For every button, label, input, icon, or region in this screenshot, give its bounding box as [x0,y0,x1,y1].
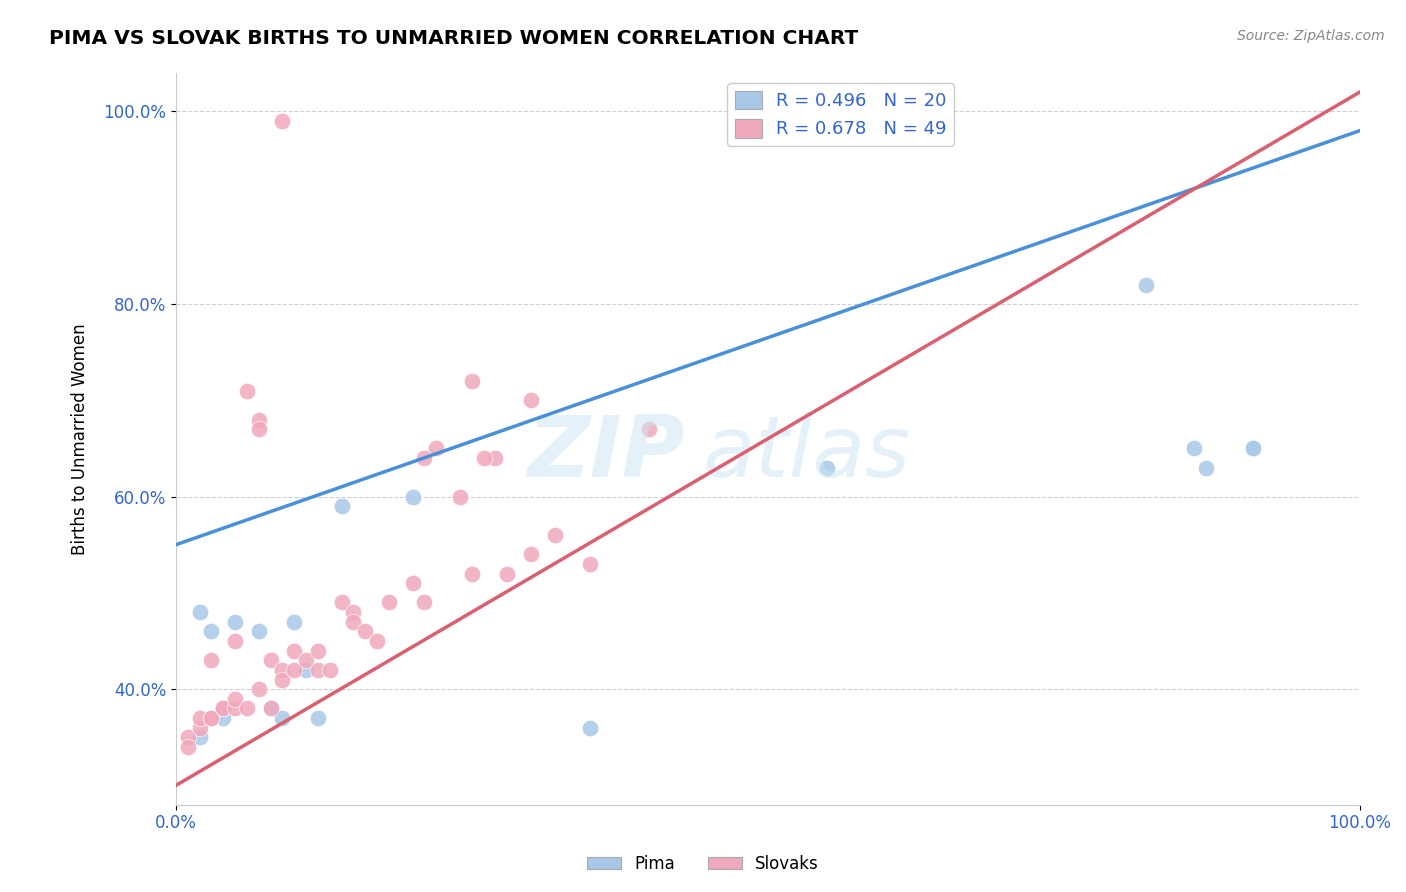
Legend: R = 0.496   N = 20, R = 0.678   N = 49: R = 0.496 N = 20, R = 0.678 N = 49 [727,84,953,145]
Point [247,624,270,639]
Point [461,374,484,388]
Point [224,615,246,629]
Point [1135,277,1157,292]
Point [200,653,222,667]
Point [579,721,602,735]
Point [247,422,270,436]
Point [425,442,447,456]
Point [413,595,436,609]
Point [330,595,353,609]
Point [271,114,294,128]
Point [1182,442,1205,456]
Point [520,547,543,561]
Point [307,643,329,657]
Point [200,711,222,725]
Point [212,711,235,725]
Point [247,412,270,426]
Text: PIMA VS SLOVAK BIRTHS TO UNMARRIED WOMEN CORRELATION CHART: PIMA VS SLOVAK BIRTHS TO UNMARRIED WOMEN… [49,29,859,47]
Point [520,393,543,408]
Point [224,691,246,706]
Point [224,634,246,648]
Point [259,701,281,715]
Point [271,711,294,725]
Point [472,451,495,466]
Point [496,566,519,581]
Point [259,701,281,715]
Point [319,663,342,677]
Point [638,422,661,436]
Point [176,739,198,754]
Point [401,576,423,591]
Point [307,663,329,677]
Point [366,634,388,648]
Point [342,615,364,629]
Point [283,615,305,629]
Point [461,566,484,581]
Point [815,460,838,475]
Point [283,663,305,677]
Text: ZIP: ZIP [527,412,685,495]
Point [236,701,259,715]
Text: atlas: atlas [703,412,911,495]
Point [1194,460,1216,475]
Point [354,624,377,639]
Point [579,557,602,571]
Point [283,643,305,657]
Point [176,731,198,745]
Point [271,663,294,677]
Point [236,384,259,398]
Point [188,721,211,735]
Point [413,451,436,466]
Point [378,595,401,609]
Legend: Pima, Slovaks: Pima, Slovaks [581,848,825,880]
Text: Source: ZipAtlas.com: Source: ZipAtlas.com [1237,29,1385,43]
Point [401,490,423,504]
Point [342,605,364,619]
Point [307,711,329,725]
Point [271,673,294,687]
Point [188,731,211,745]
Point [295,653,318,667]
Point [224,701,246,715]
Point [484,451,506,466]
Point [1241,442,1264,456]
Point [212,701,235,715]
Point [543,528,565,542]
Point [200,624,222,639]
Point [295,663,318,677]
Point [247,682,270,697]
Point [1241,442,1264,456]
Point [188,711,211,725]
Point [259,653,281,667]
Point [330,500,353,514]
Point [188,605,211,619]
Y-axis label: Births to Unmarried Women: Births to Unmarried Women [72,323,89,555]
Point [212,701,235,715]
Point [449,490,471,504]
Point [200,711,222,725]
